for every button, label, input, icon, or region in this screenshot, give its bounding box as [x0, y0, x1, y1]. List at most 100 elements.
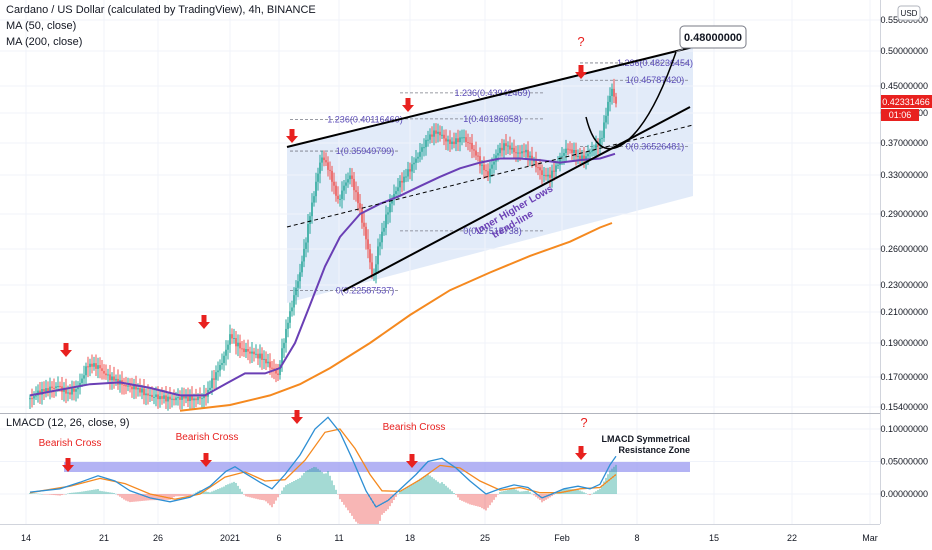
candle-body	[201, 398, 203, 400]
candle-body	[267, 361, 269, 364]
lmacd-tick-label: 0.00000000	[880, 489, 928, 499]
candle-body	[169, 396, 171, 400]
candle-body	[587, 153, 589, 157]
histogram-bar	[439, 483, 441, 494]
time-tick-label: 22	[787, 533, 797, 543]
price-axis[interactable]: 0.550000000.500000000.450000000.41000000…	[880, 0, 932, 550]
histogram-bar	[529, 492, 531, 494]
histogram-bar	[373, 494, 375, 533]
histogram-bar	[211, 491, 213, 494]
candle-body	[355, 190, 357, 193]
candle-body	[363, 222, 365, 227]
histogram-bar	[319, 470, 321, 494]
currency-button-label[interactable]: USD	[901, 9, 918, 18]
candle-body	[491, 164, 493, 169]
candle-body	[29, 398, 31, 400]
candle-body	[99, 365, 101, 369]
histogram-bar	[129, 494, 131, 503]
candle-body	[51, 386, 53, 388]
candle-body	[409, 169, 411, 172]
histogram-bar	[443, 483, 445, 494]
candle-body	[477, 155, 479, 157]
candle-body	[519, 152, 521, 154]
candle-body	[215, 372, 217, 380]
ma200-legend[interactable]: MA (200, close)	[6, 36, 83, 48]
candle-body	[123, 384, 125, 386]
candle-body	[319, 162, 321, 174]
candle-body	[147, 393, 149, 396]
histogram-bar	[323, 473, 325, 494]
histogram-bar	[327, 471, 329, 494]
histogram-bar	[551, 494, 553, 497]
histogram-bar	[447, 487, 449, 494]
lmacd-pane[interactable]: Bearish Cross Bearish Cross Bearish Cros…	[0, 410, 880, 533]
candle-body	[609, 95, 611, 102]
currency-button[interactable]: USD	[897, 5, 921, 21]
histogram-bar	[131, 494, 133, 502]
histogram-bar	[107, 492, 109, 494]
candle-body	[199, 396, 201, 399]
candle-body	[283, 342, 285, 349]
candle-body	[135, 385, 137, 390]
histogram-bar	[87, 490, 89, 494]
candle-body	[285, 328, 287, 343]
price-pane[interactable]: 1.236(0.40116460) 1(0.35949799) 0(0.225875…	[0, 0, 880, 524]
time-tick-label: 15	[709, 533, 719, 543]
time-axis[interactable]: 14 21 26 2021 6 11 18 25 Feb 8 15 22 Mar	[0, 524, 932, 550]
candle-body	[447, 139, 449, 142]
candle-body	[273, 368, 275, 370]
candle-body	[227, 344, 229, 350]
time-tick-label: 2021	[220, 533, 240, 543]
histogram-bar	[501, 491, 503, 494]
currency-button-box[interactable]	[897, 5, 921, 21]
candle-body	[329, 169, 331, 171]
histogram-bar	[365, 494, 367, 532]
down-arrow-icon	[62, 458, 74, 472]
histogram-bar	[375, 494, 377, 533]
histogram-bar	[233, 481, 235, 494]
histogram-bar	[259, 494, 261, 500]
lmacd-axis-ticks: 0.10000000 0.05000000 0.00000000	[880, 424, 928, 499]
histogram-bar	[573, 489, 575, 494]
histogram-bar	[133, 494, 135, 502]
histogram-bar	[421, 477, 423, 494]
lmacd-legend[interactable]: LMACD (12, 26, close, 9)	[6, 417, 130, 429]
candle-body	[153, 396, 155, 398]
arrow-shaft	[289, 129, 295, 137]
histogram-bar	[613, 466, 615, 494]
histogram-bar	[71, 492, 73, 494]
histogram-bar	[333, 485, 335, 494]
candle-body	[255, 353, 257, 355]
histogram-bar	[205, 491, 207, 494]
histogram-bar	[217, 489, 219, 494]
histogram-bar	[335, 489, 337, 494]
candle-body	[463, 137, 465, 139]
candle-body	[111, 376, 113, 381]
histogram-bar	[227, 484, 229, 494]
ma50-legend[interactable]: MA (50, close)	[6, 20, 77, 32]
down-arrow-icon	[198, 315, 210, 329]
candle-body	[509, 145, 511, 150]
down-arrow-icon	[406, 454, 418, 468]
histogram-bar	[41, 494, 43, 495]
histogram-bar	[175, 494, 177, 497]
fib-label: 1.236(0.40116460)	[327, 114, 402, 124]
candle-body	[35, 395, 37, 397]
candle-body	[311, 202, 313, 217]
candle-body	[557, 164, 559, 166]
candle-body	[383, 227, 385, 232]
candle-body	[277, 373, 279, 376]
candle-body	[327, 162, 329, 170]
histogram-bar	[93, 489, 95, 494]
histogram-bar	[353, 494, 355, 520]
histogram-bar	[487, 494, 489, 508]
histogram-bar	[83, 491, 85, 494]
histogram-bar	[151, 494, 153, 501]
candle-body	[333, 181, 335, 186]
candle-body	[251, 351, 253, 354]
histogram-bar	[331, 480, 333, 494]
candle-body	[231, 334, 233, 339]
histogram-bar	[579, 490, 581, 494]
candle-body	[163, 395, 165, 399]
